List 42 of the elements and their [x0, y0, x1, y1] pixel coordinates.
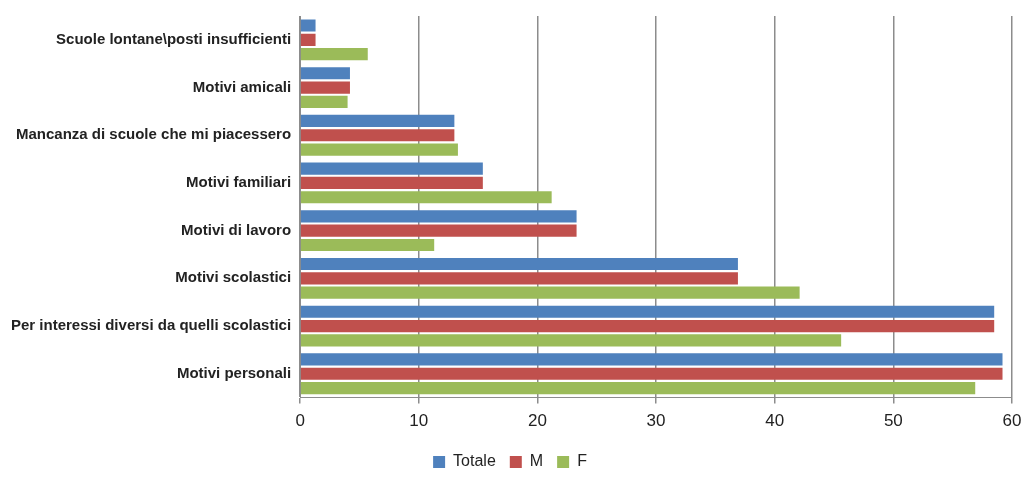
bar	[300, 381, 976, 395]
bar	[300, 176, 483, 190]
y-tick-label: Motivi amicali	[192, 77, 292, 95]
legend-label: F	[577, 452, 588, 470]
bar	[300, 210, 577, 223]
y-tick-label: Per interessi diversi da quelli scolastici	[10, 316, 292, 334]
legend-label: M	[529, 452, 544, 470]
bar	[300, 257, 738, 271]
bar	[300, 114, 455, 128]
y-tick-label: Motivi personali	[176, 363, 292, 381]
bar	[300, 48, 368, 61]
bar	[300, 162, 483, 175]
y-tick-label: Mancanza di scuole che mi piacessero	[16, 125, 292, 143]
bar	[300, 319, 995, 333]
x-tick-label: 50	[883, 411, 903, 431]
bar	[300, 334, 842, 347]
x-tick-label: 20	[527, 411, 547, 431]
bar	[300, 191, 552, 204]
x-tick-label: 10	[409, 411, 429, 431]
y-tick-label: Motivi scolastici	[175, 268, 292, 286]
bar	[300, 67, 350, 80]
bar	[300, 353, 1003, 366]
bar	[300, 143, 458, 156]
bar	[300, 272, 738, 285]
legend-label: Totale	[453, 452, 496, 470]
x-tick-label: 0	[295, 411, 305, 431]
x-tick-label: 60	[1002, 411, 1022, 431]
bar	[300, 19, 316, 32]
bar	[300, 367, 1003, 380]
x-tick-label: 40	[765, 411, 785, 431]
bar	[300, 238, 435, 252]
x-tick-label: 30	[646, 411, 666, 431]
bar	[300, 305, 995, 318]
bar	[300, 95, 348, 108]
y-tick-label: Motivi familiari	[186, 173, 292, 191]
bar	[300, 224, 577, 237]
y-tick-label: Scuole lontane\posti insufficienti	[56, 29, 292, 47]
y-tick-label: Motivi di lavoro	[181, 220, 292, 238]
bar	[300, 286, 800, 299]
bar	[300, 33, 316, 46]
bar	[300, 81, 350, 94]
bar	[300, 129, 455, 142]
